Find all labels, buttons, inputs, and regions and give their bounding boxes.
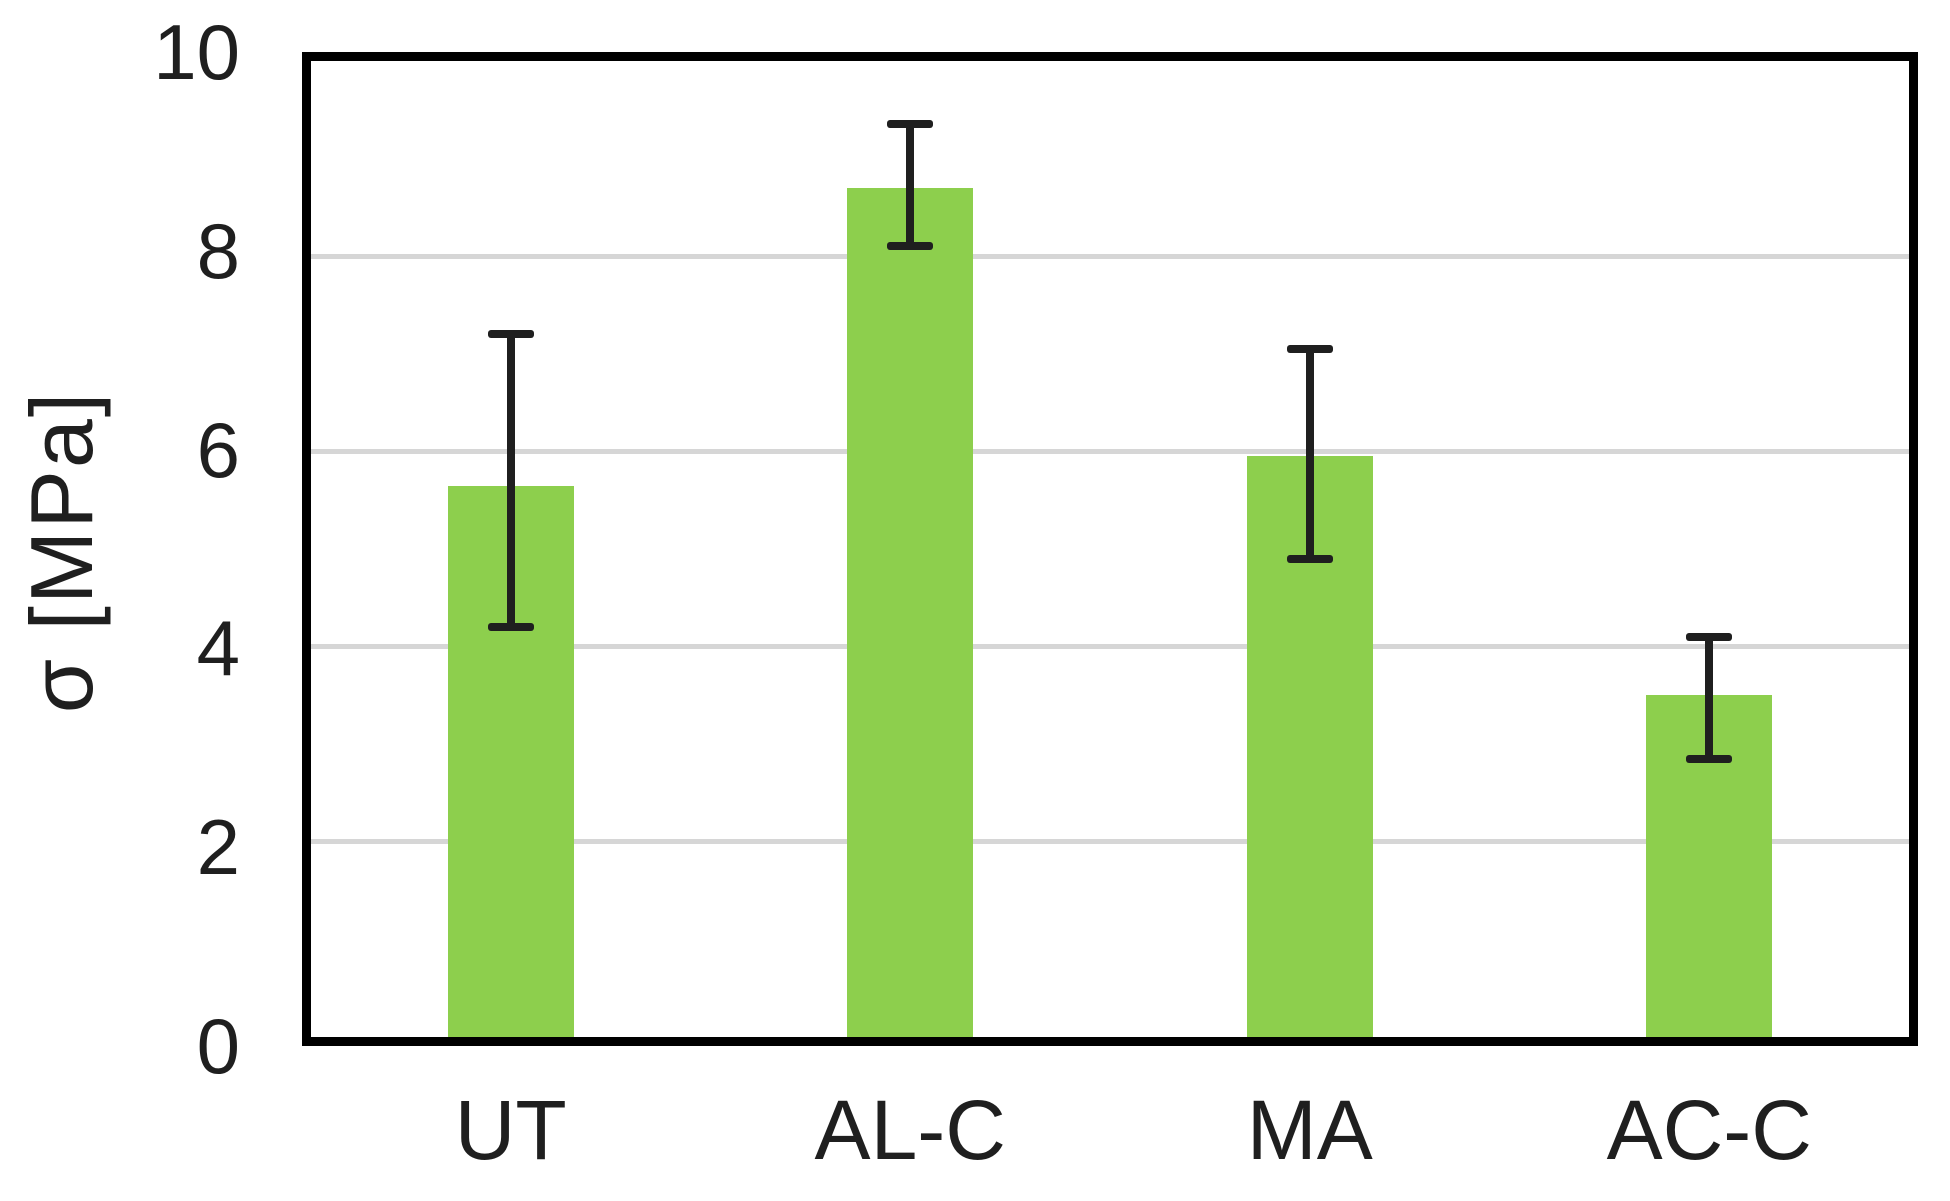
plot-area <box>302 52 1918 1046</box>
y-tick-label-0: 0 <box>196 1002 240 1090</box>
x-label-UT: UT <box>454 1083 567 1177</box>
error-cap-top-MA <box>1286 344 1333 353</box>
y-axis-tick-labels: 0 2 4 6 8 10 <box>0 13 242 1085</box>
gridline-6 <box>311 448 1909 454</box>
x-label-AL-C: AL-C <box>814 1083 1006 1177</box>
error-bar-AL-C <box>906 124 915 247</box>
error-cap-bottom-AC-C <box>1686 754 1733 763</box>
error-cap-top-AL-C <box>887 120 934 129</box>
error-cap-bottom-AL-C <box>887 242 934 251</box>
error-bar-AC-C <box>1705 636 1714 759</box>
gridline-2 <box>311 839 1909 845</box>
y-tick-label-10: 10 <box>153 8 240 96</box>
y-tick-label-4: 4 <box>196 604 240 693</box>
gridline-4 <box>311 644 1909 650</box>
error-bar-UT <box>506 334 515 628</box>
x-label-AC-C: AC-C <box>1606 1083 1812 1177</box>
gridline-8 <box>311 253 1909 259</box>
error-cap-top-UT <box>487 330 534 339</box>
x-label-MA: MA <box>1246 1083 1373 1177</box>
y-tick-label-6: 6 <box>196 405 240 494</box>
error-cap-bottom-UT <box>487 623 534 632</box>
x-axis-category-labels: UT AL-C MA AC-C <box>302 1088 1918 1188</box>
error-cap-top-AC-C <box>1686 632 1733 641</box>
bar-AL-C <box>847 187 974 1037</box>
error-bar-MA <box>1305 348 1314 559</box>
y-tick-label-8: 8 <box>196 206 240 295</box>
error-cap-bottom-MA <box>1286 554 1333 563</box>
y-tick-label-2: 2 <box>196 803 240 892</box>
